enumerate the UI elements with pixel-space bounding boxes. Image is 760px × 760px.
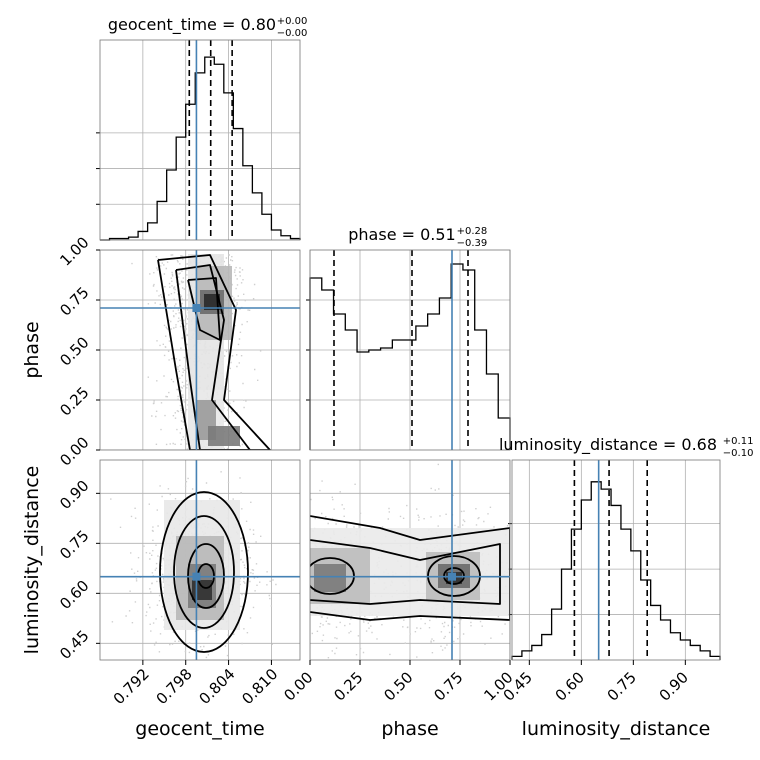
- density-body: [100, 250, 300, 450]
- title-lower-error: −0.39: [457, 238, 488, 249]
- contour-line: [157, 254, 271, 450]
- hist-panel-phase: phase = 0.51 +0.28−0.39: [306, 225, 511, 451]
- x-tick-label: 0.810: [238, 665, 281, 708]
- title-upper-error: +0.00: [277, 16, 308, 27]
- y-tick-label: 0.75: [56, 527, 92, 563]
- y-tick-label: 0.75: [56, 283, 92, 319]
- y-tick-label: 0.60: [56, 577, 92, 613]
- y-tick-label: 0.45: [56, 627, 92, 663]
- x-tick-label: 0.792: [110, 665, 153, 708]
- y-tick-label: 0.00: [56, 433, 92, 469]
- title-value: geocent_time = 0.80: [108, 15, 276, 35]
- truth-marker: [192, 304, 201, 312]
- x-tick-label: 0.804: [195, 665, 238, 708]
- density-panel-geocent_time-phase: [99, 249, 301, 451]
- y-tick-label: 0.25: [56, 383, 92, 419]
- density-panel-phase-luminosity_distance: [309, 459, 511, 661]
- x-axis-label: luminosity_distance: [522, 718, 711, 740]
- histogram-geocent_time: [100, 56, 301, 241]
- density-panel-geocent_time-luminosity_distance: [99, 459, 301, 661]
- y-axis-label: luminosity_distance: [21, 466, 43, 655]
- y-axis-label: phase: [21, 321, 43, 378]
- contour-line: [173, 515, 235, 629]
- panel-frame: [99, 39, 301, 241]
- x-tick-label: 0.75: [604, 668, 640, 704]
- panel-frame: [99, 459, 301, 661]
- y-tick-label: 0.50: [56, 333, 92, 369]
- x-tick-label: 0.25: [330, 668, 366, 704]
- title-upper-error: +0.11: [723, 436, 754, 447]
- truth-marker: [192, 572, 201, 581]
- x-tick-label: 0.50: [380, 668, 416, 704]
- truth-marker: [448, 572, 456, 581]
- contour-line: [310, 515, 510, 621]
- density-body: [100, 460, 300, 660]
- density-block: [314, 564, 346, 592]
- density-body: [310, 460, 510, 660]
- x-axis-label: phase: [381, 718, 438, 740]
- density-block: [208, 426, 240, 446]
- title-upper-error: +0.28: [457, 226, 488, 237]
- panel-title: geocent_time = 0.80: [108, 15, 276, 35]
- contour-line: [159, 491, 249, 653]
- hist-panel-geocent_time: geocent_time = 0.80 +0.00−0.00: [96, 15, 308, 241]
- density-block: [204, 294, 220, 310]
- x-tick-label: 0.00: [280, 668, 316, 704]
- title-value: luminosity_distance = 0.68: [499, 435, 717, 455]
- histogram-phase: [309, 263, 511, 450]
- x-tick-label: 0.75: [430, 668, 466, 704]
- title-lower-error: −0.00: [277, 28, 308, 39]
- y-tick-label: 1.00: [56, 233, 92, 269]
- density-block: [192, 580, 212, 600]
- panel-frame: [309, 249, 511, 451]
- title-value: phase = 0.51: [348, 225, 455, 244]
- hist-panel-luminosity_distance: luminosity_distance = 0.68 +0.11−0.10: [499, 435, 754, 661]
- x-tick-label: 0.90: [656, 668, 692, 704]
- contour-line: [175, 264, 251, 450]
- panel-title: phase = 0.51: [348, 225, 455, 244]
- x-axis-label: geocent_time: [135, 718, 264, 740]
- contour-line: [310, 539, 501, 605]
- x-tick-label: 0.60: [552, 668, 588, 704]
- y-tick-label: 0.90: [56, 477, 92, 513]
- title-lower-error: −0.10: [723, 448, 754, 459]
- histogram-luminosity_distance: [511, 481, 721, 660]
- panel-frame: [511, 459, 721, 661]
- x-tick-label: 0.798: [153, 665, 196, 708]
- panel-title: luminosity_distance = 0.68: [499, 435, 717, 455]
